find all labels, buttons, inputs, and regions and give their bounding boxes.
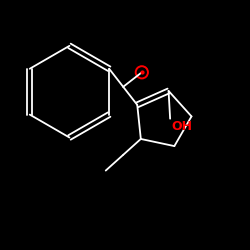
Text: OH: OH <box>172 120 192 133</box>
